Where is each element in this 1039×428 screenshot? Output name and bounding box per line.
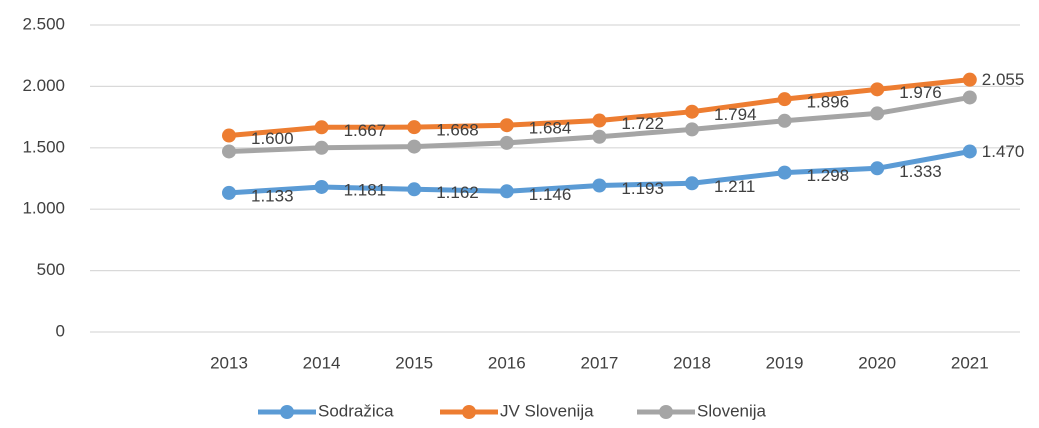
data-label: 1.722 bbox=[621, 114, 664, 133]
legend-marker bbox=[280, 405, 294, 419]
legend-label: JV Slovenija bbox=[500, 401, 594, 420]
y-tick-label: 2.000 bbox=[22, 76, 65, 95]
marker bbox=[962, 72, 977, 87]
y-tick-label: 1.000 bbox=[22, 199, 65, 218]
legend: Sodražica JV Slovenija Slovenija bbox=[258, 401, 767, 420]
marker bbox=[870, 82, 885, 97]
marker bbox=[870, 106, 885, 121]
marker bbox=[314, 179, 329, 194]
legend-label: Sodražica bbox=[318, 401, 394, 420]
marker bbox=[685, 176, 699, 191]
x-tick-label: 2016 bbox=[488, 353, 526, 372]
marker bbox=[222, 185, 236, 200]
data-label: 1.667 bbox=[344, 121, 387, 140]
data-label: 1.600 bbox=[251, 129, 294, 148]
data-label: 2.055 bbox=[982, 70, 1025, 89]
x-tick-label: 2020 bbox=[858, 353, 896, 372]
x-tick-label: 2017 bbox=[580, 353, 618, 372]
data-label: 1.976 bbox=[899, 83, 942, 102]
marker bbox=[499, 118, 514, 133]
marker bbox=[407, 120, 422, 135]
data-label: 1.162 bbox=[436, 183, 479, 202]
data-label: 1.896 bbox=[807, 93, 850, 112]
marker bbox=[407, 182, 422, 197]
x-tick-label: 2014 bbox=[303, 353, 341, 372]
marker bbox=[222, 128, 236, 143]
data-label: 1.146 bbox=[529, 185, 572, 204]
marker bbox=[499, 184, 514, 199]
marker bbox=[592, 129, 607, 144]
marker bbox=[685, 122, 699, 137]
y-tick-label: 2.500 bbox=[22, 14, 65, 33]
data-label: 1.133 bbox=[251, 186, 294, 205]
x-tick-label: 2015 bbox=[395, 353, 433, 372]
legend-marker bbox=[462, 405, 476, 419]
series bbox=[222, 72, 977, 143]
x-tick-label: 2019 bbox=[766, 353, 804, 372]
marker bbox=[962, 90, 977, 105]
marker bbox=[777, 92, 792, 107]
series bbox=[222, 90, 977, 159]
marker bbox=[777, 165, 792, 180]
x-tick-label: 2021 bbox=[951, 353, 989, 372]
marker bbox=[592, 178, 607, 193]
data-label: 1.333 bbox=[899, 162, 942, 181]
data-label: 1.794 bbox=[714, 105, 757, 124]
marker bbox=[222, 144, 236, 159]
marker bbox=[870, 161, 885, 176]
marker bbox=[777, 113, 792, 128]
legend-marker bbox=[659, 405, 673, 419]
data-label: 1.193 bbox=[621, 179, 664, 198]
y-tick-label: 1.500 bbox=[22, 137, 65, 156]
data-label: 1.181 bbox=[344, 180, 387, 199]
marker bbox=[962, 144, 977, 159]
data-label: 1.211 bbox=[714, 177, 755, 196]
series bbox=[222, 144, 977, 200]
data-label: 1.298 bbox=[807, 166, 850, 185]
legend-label: Slovenija bbox=[697, 401, 767, 420]
x-tick-label: 2013 bbox=[210, 353, 248, 372]
y-tick-label: 500 bbox=[37, 260, 65, 279]
marker bbox=[314, 120, 329, 135]
x-tick-label: 2018 bbox=[673, 353, 711, 372]
data-label: 1.684 bbox=[529, 119, 572, 138]
marker bbox=[592, 113, 607, 128]
marker bbox=[314, 140, 329, 155]
marker bbox=[407, 139, 422, 154]
marker bbox=[499, 135, 514, 150]
marker bbox=[685, 104, 699, 119]
y-tick-label: 0 bbox=[56, 321, 65, 340]
data-label: 1.668 bbox=[436, 121, 479, 140]
data-label: 1.470 bbox=[982, 142, 1025, 161]
